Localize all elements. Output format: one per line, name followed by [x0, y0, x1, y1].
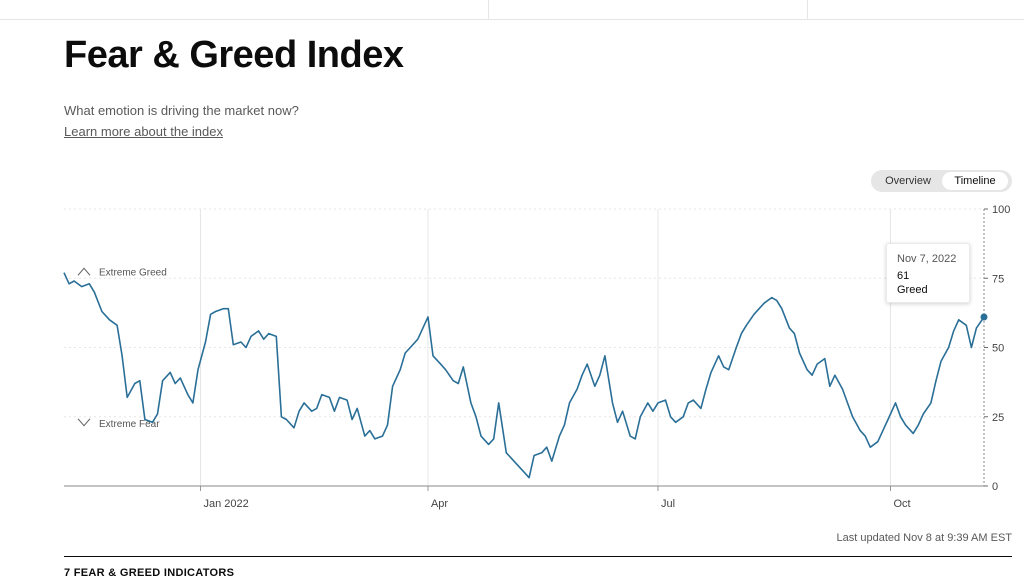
indicators-heading: 7 FEAR & GREED INDICATORS — [64, 567, 235, 579]
x-tick-label: Oct — [893, 498, 910, 510]
highlight-point — [980, 313, 988, 321]
last-updated: Last updated Nov 8 at 9:39 AM EST — [836, 532, 1013, 544]
fear-greed-chart: 0 25 50 75 100 Jan 2022 Apr Jul Oct Extreme Greed… — [63, 204, 1010, 510]
x-tick-label: Apr — [431, 498, 448, 510]
series-line — [63, 272, 985, 479]
top-nav-divider — [807, 0, 808, 19]
x-tick-label: Jan 2022 — [203, 498, 248, 510]
tooltip-value: 61 — [897, 270, 910, 282]
overview-tab[interactable]: Overview — [885, 175, 931, 187]
y-tick-label: 0 — [992, 481, 998, 493]
extreme-greed-label: Extreme Greed — [99, 267, 167, 278]
top-nav — [0, 0, 1024, 20]
y-tick-label: 25 — [992, 412, 1004, 424]
y-tick-label: 75 — [992, 273, 1004, 285]
extreme-fear-label: Extreme Fear — [99, 419, 160, 430]
learn-more-link[interactable]: Learn more about the index — [64, 124, 223, 139]
page-subtitle: What emotion is driving the market now? — [64, 103, 299, 118]
y-tick-label: 100 — [992, 204, 1010, 216]
y-tick-label: 50 — [992, 343, 1004, 355]
top-nav-divider — [488, 0, 489, 19]
chevron-up-icon — [77, 267, 91, 276]
chart-tooltip: Nov 7, 2022 61 Greed — [886, 243, 970, 303]
section-divider — [64, 556, 1012, 557]
chevron-down-icon — [77, 418, 91, 427]
timeline-tab[interactable]: Timeline — [942, 172, 1008, 190]
view-toggle: Overview Timeline — [871, 170, 1012, 192]
tooltip-date: Nov 7, 2022 — [897, 253, 957, 265]
tooltip-label: Greed — [897, 284, 928, 296]
x-tick-label: Jul — [661, 498, 675, 510]
page-title: Fear & Greed Index — [64, 34, 404, 76]
